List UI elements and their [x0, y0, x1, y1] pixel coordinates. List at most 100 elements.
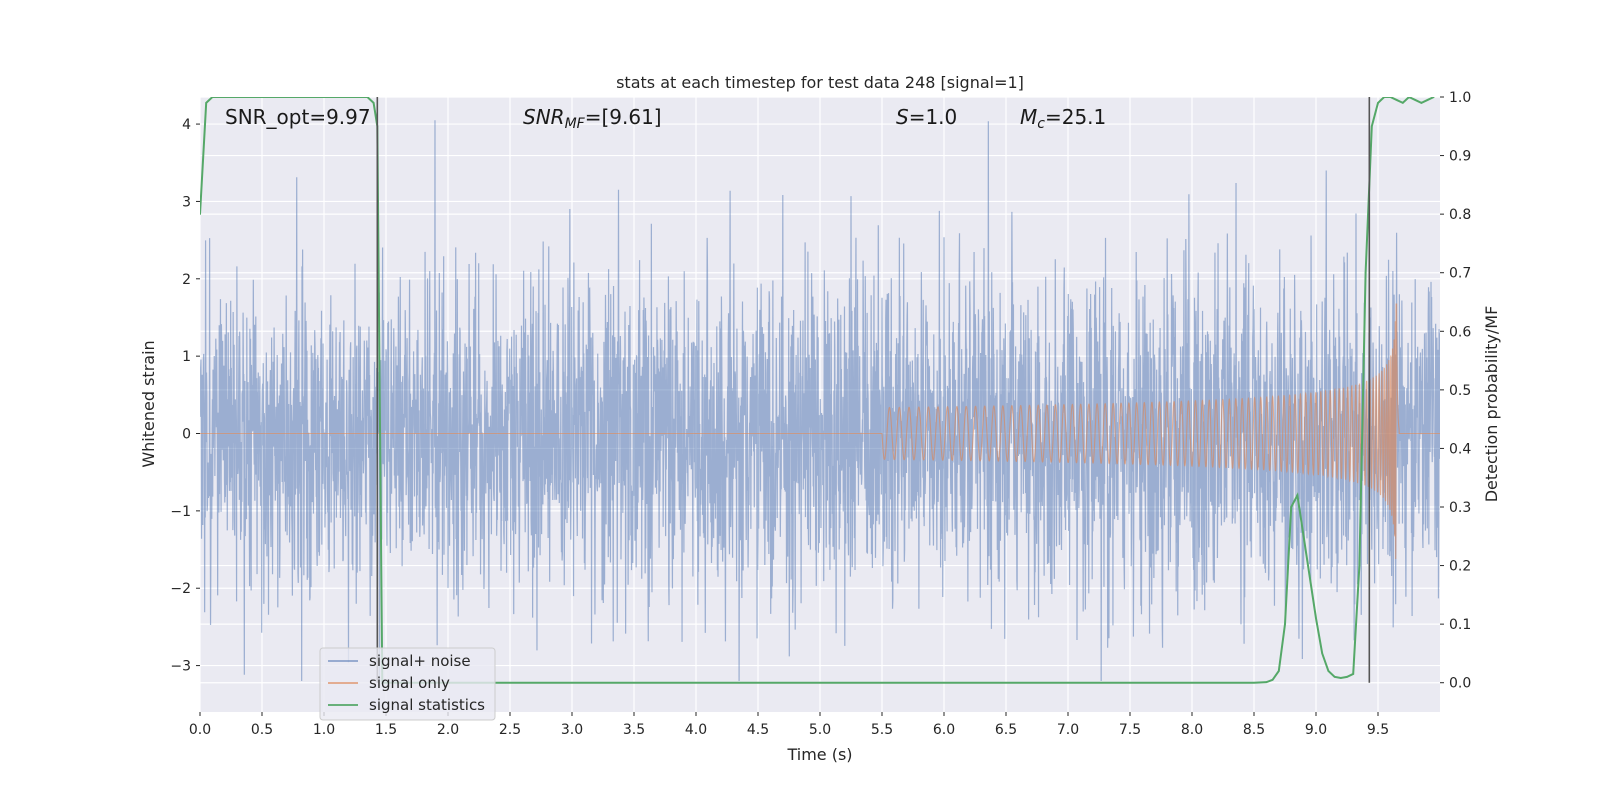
y-right-tick-label-0: 0.0 — [1449, 676, 1471, 692]
legend-label-signal-only: signal only — [369, 674, 450, 692]
x-tick-label-19: 9.5 — [1367, 722, 1389, 738]
y-right-tick-label-7: 0.7 — [1449, 266, 1471, 282]
y-right-tick-label-6: 0.6 — [1449, 324, 1471, 340]
signal-statistics-point-3 — [224, 97, 226, 98]
signal-statistics-point-7 — [323, 97, 325, 98]
y-left-tick-label-0: −3 — [170, 659, 191, 675]
x-tick-label-17: 8.5 — [1243, 722, 1265, 738]
x-tick-label-7: 3.5 — [623, 722, 645, 738]
signal-statistics-point-51 — [1426, 99, 1429, 101]
signal-statistics-point-16 — [571, 681, 573, 684]
series-signal-only-line — [200, 303, 1440, 560]
signal-statistics-point-9 — [366, 97, 369, 98]
chart-title: stats at each timestep for test data 248… — [616, 73, 1024, 92]
signal-statistics-point-40 — [1364, 271, 1367, 274]
x-tick-label-0: 0.0 — [189, 722, 211, 738]
y-left-tick-label-5: 2 — [182, 272, 191, 288]
x-tick-label-5: 2.5 — [499, 722, 521, 738]
signal-statistics-point-19 — [943, 681, 945, 684]
annotation-s: S=1.0 — [896, 105, 957, 129]
vertical-markers — [376, 97, 1371, 683]
legend-label-signal-noise: signal+ noise — [369, 652, 471, 670]
annotation-snr-mf-sub: MF — [565, 116, 586, 132]
signal-statistics-point-28 — [1296, 494, 1299, 497]
signal-statistics-point-37 — [1352, 673, 1354, 675]
signal-statistics-point-33 — [1327, 670, 1330, 672]
signal-statistics-point-27 — [1290, 506, 1292, 508]
y-left-tick-label-6: 3 — [182, 194, 191, 210]
annotation-mc: Mc=25.1 — [1020, 105, 1106, 132]
x-tick-label-9: 4.5 — [747, 722, 769, 738]
signal-statistics-point-45 — [1389, 97, 1392, 98]
x-tick-label-8: 4.0 — [685, 722, 707, 738]
signal-statistics-point-1 — [205, 102, 207, 104]
annotation-s-value: =1.0 — [909, 105, 958, 129]
x-tick-label-2: 1.0 — [313, 722, 335, 738]
annotation-mc-label: M — [1020, 105, 1037, 129]
legend-label-signal-statistics: signal statistics — [369, 696, 485, 714]
signal-statistics-point-0 — [200, 213, 201, 215]
annotation-mc-sub: c — [1037, 116, 1045, 132]
y-axis-right-ticks: 0.0 0.1 0.2 0.3 0.4 0.5 0.6 0.7 0.8 0.9 1.0 — [1440, 90, 1471, 692]
y-axis-left-ticks: −3 −2 −1 0 1 2 3 4 — [170, 117, 200, 675]
x-tick-label-14: 7.0 — [1057, 722, 1079, 738]
y-left-tick-label-7: 4 — [182, 117, 191, 133]
y-left-tick-label-4: 1 — [182, 349, 191, 365]
signal-statistics-point-17 — [695, 681, 697, 684]
x-axis-ticks: 0.0 0.5 1.0 1.5 2.0 2.5 3.0 3.5 4.0 4.5 5.0 5.5 6.0 6… — [189, 712, 1389, 738]
annotation-snr-mf-value: =[9.61] — [585, 105, 662, 129]
signal-statistics-point-22 — [1253, 681, 1255, 684]
x-tick-label-10: 5.0 — [809, 722, 831, 738]
signal-statistics-point-49 — [1414, 99, 1416, 101]
y-left-tick-label-2: −1 — [170, 504, 191, 520]
annotation-snr-mf-label: SNR — [523, 105, 565, 129]
signal-statistics-point-8 — [348, 97, 350, 98]
signal-statistics-point-44 — [1383, 97, 1385, 98]
annotation-s-label: S — [896, 105, 909, 129]
signal-statistics-point-29 — [1302, 535, 1305, 538]
signal-statistics-point-36 — [1346, 676, 1348, 678]
x-axis-label: Time (s) — [786, 745, 852, 764]
signal-statistics-point-6 — [298, 97, 300, 98]
signal-statistics-point-50 — [1420, 102, 1423, 104]
signal-statistics-point-10 — [372, 102, 375, 104]
signal-statistics-point-46 — [1395, 99, 1398, 101]
y-right-tick-label-9: 0.9 — [1449, 149, 1471, 165]
signal-statistics-point-47 — [1402, 102, 1404, 104]
series-layer — [200, 97, 1440, 684]
signal-statistics-point-20 — [1067, 681, 1069, 684]
signal-statistics-point-32 — [1321, 652, 1323, 655]
signal-statistics-point-2 — [211, 97, 214, 98]
signal-statistics-point-43 — [1377, 102, 1379, 104]
legend: signal+ noise signal only signal statist… — [319, 647, 496, 721]
x-tick-label-15: 7.5 — [1119, 722, 1141, 738]
y-left-tick-label-1: −2 — [170, 581, 191, 597]
y-right-tick-label-2: 0.2 — [1449, 559, 1471, 575]
signal-statistics-point-39 — [1362, 389, 1364, 391]
y-right-tick-label-3: 0.3 — [1449, 500, 1471, 516]
signal-statistics-point-31 — [1315, 617, 1317, 620]
y-right-tick-label-8: 0.8 — [1449, 207, 1471, 223]
signal-statistics-point-34 — [1333, 676, 1336, 678]
y-right-tick-label-10: 1.0 — [1449, 90, 1471, 106]
signal-statistics-point-48 — [1408, 97, 1410, 98]
x-tick-label-11: 5.5 — [871, 722, 893, 738]
x-tick-label-4: 2.0 — [437, 722, 459, 738]
x-tick-label-18: 9.0 — [1305, 722, 1327, 738]
x-tick-label-3: 1.5 — [375, 722, 397, 738]
signal-statistics-point-30 — [1309, 576, 1311, 579]
annotation-mc-value: =25.1 — [1045, 105, 1106, 129]
x-tick-label-6: 3.0 — [561, 722, 583, 738]
signal-statistics-point-38 — [1358, 564, 1361, 567]
signal-statistics-point-42 — [1371, 125, 1373, 128]
y-right-tick-label-1: 0.1 — [1449, 617, 1471, 633]
x-tick-label-1: 0.5 — [251, 722, 273, 738]
y-axis-right-label: Detection probability/MF — [1482, 306, 1501, 503]
signal-statistics-point-23 — [1265, 681, 1268, 683]
x-tick-label-13: 6.5 — [995, 722, 1017, 738]
signal-statistics-point-5 — [261, 97, 263, 98]
x-tick-label-16: 8.0 — [1181, 722, 1203, 738]
signal-statistics-point-52 — [1433, 97, 1435, 98]
y-axis-left-label: Whitened strain — [139, 340, 158, 467]
